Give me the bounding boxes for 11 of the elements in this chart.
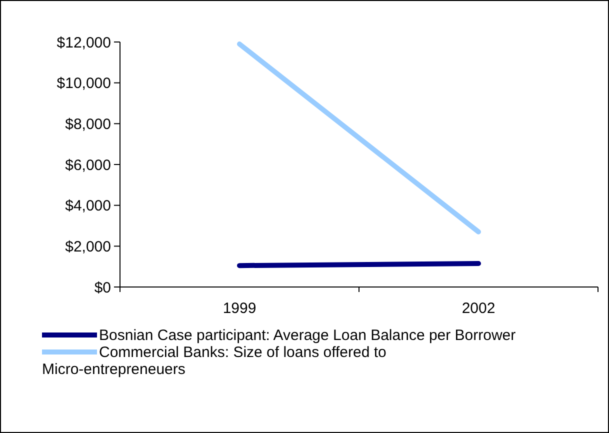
- x-tick-label: 1999: [222, 300, 256, 317]
- y-tick-label: $8,000: [65, 116, 111, 133]
- y-tick-label: $2,000: [65, 238, 111, 256]
- legend-label: Bosnian Case participant: Average Loan Balance per Borrower: [99, 327, 516, 344]
- x-tick-label: 2002: [462, 300, 496, 317]
- y-tick-label: $12,000: [56, 34, 111, 52]
- y-tick-label: $6,000: [65, 156, 111, 174]
- y-tick-label: $10,000: [56, 75, 111, 92]
- y-tick-label: $0: [94, 279, 111, 296]
- legend-label: Commercial Banks: Size of loans offered to Micro-entrepreneuers: [42, 344, 386, 378]
- y-tick-label: $4,000: [65, 198, 111, 215]
